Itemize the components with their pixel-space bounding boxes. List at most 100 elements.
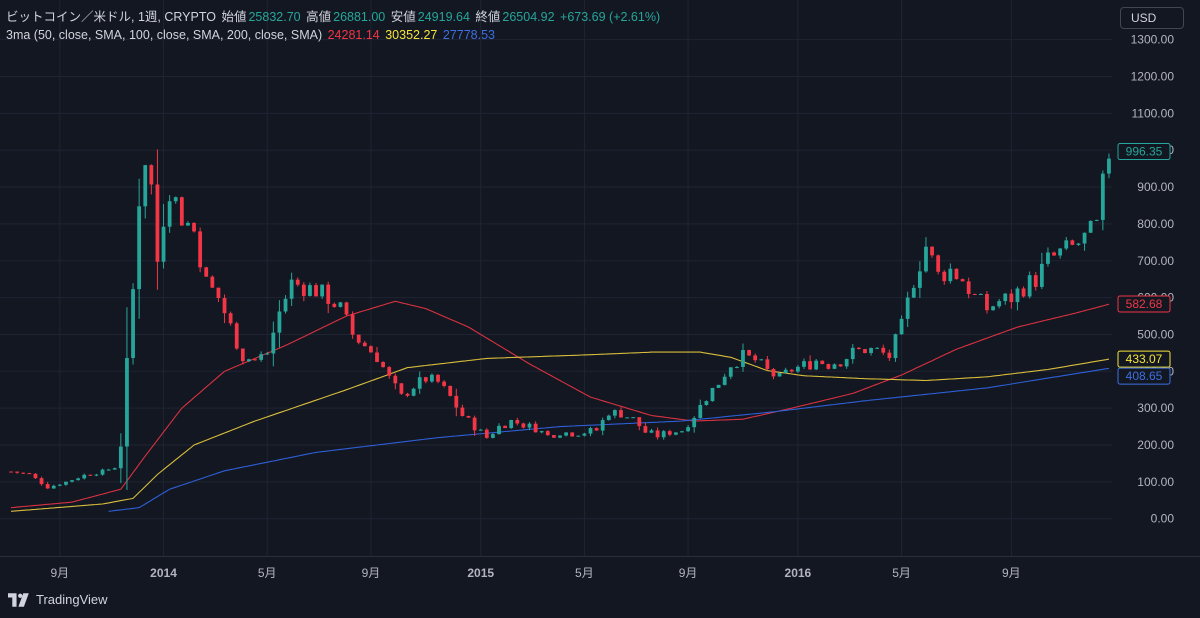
candle-body — [863, 349, 867, 354]
candle-body — [942, 271, 947, 282]
candle-body — [70, 480, 74, 482]
candle-body — [466, 415, 471, 418]
price-tag-box — [1117, 350, 1171, 368]
candle-body — [216, 287, 221, 299]
price-tick-label: 800.00 — [1137, 217, 1174, 231]
candle-body — [478, 429, 483, 431]
candle-body — [1100, 173, 1105, 220]
candle-body — [1064, 240, 1069, 249]
tradingview-logo-icon — [8, 592, 29, 607]
candle-body — [161, 226, 166, 262]
price-tag-ma100: 433.07 — [1126, 352, 1163, 366]
candle-body — [100, 469, 105, 475]
candle-body — [76, 478, 81, 481]
price-tag-close: 996.35 — [1126, 145, 1163, 159]
candle-body — [826, 364, 831, 369]
candle-body — [558, 435, 562, 438]
candle-body — [747, 350, 751, 356]
candle-body — [198, 231, 203, 268]
candle-body — [1052, 252, 1056, 256]
candle-body — [9, 471, 13, 473]
candle-body — [15, 471, 20, 473]
price-axis: 0.00100.00200.00300.00400.00500.00600.00… — [1131, 33, 1175, 526]
candle-body — [472, 417, 477, 431]
candle-body — [789, 369, 794, 372]
candle-body — [802, 361, 806, 367]
time-tick-label: 5月 — [575, 566, 594, 580]
candle-body — [387, 367, 392, 376]
ma50-line — [10, 300, 1110, 509]
candle-body — [454, 395, 459, 408]
candle-body — [88, 474, 93, 476]
candle-body — [497, 425, 501, 435]
candle-body — [759, 359, 764, 361]
candle-body — [94, 474, 99, 476]
candle-body — [320, 284, 325, 297]
time-axis: 9月 2014 5月 9月 2015 5月 9月 2016 5月 9月 — [0, 556, 1200, 580]
candle-body — [765, 359, 770, 369]
candle-body — [722, 376, 727, 385]
candle-body — [741, 350, 745, 367]
time-tick-label: 9月 — [51, 566, 70, 580]
candle-body — [777, 372, 782, 377]
candle-body — [222, 298, 227, 314]
candle-body — [1027, 275, 1032, 297]
indicator-legend[interactable]: 3ma (50, close, SMA, 100, close, SMA, 20… — [6, 27, 497, 43]
currency-button[interactable]: USD — [1120, 7, 1184, 29]
candle-body — [905, 297, 910, 319]
candle-body — [149, 165, 154, 185]
candle-body — [564, 432, 568, 436]
candle-body — [247, 359, 251, 362]
price-tick-label: 300.00 — [1137, 401, 1174, 415]
price-tag-ma200: 408.65 — [1126, 369, 1163, 383]
candle-body — [545, 431, 550, 436]
high-label: 高値 — [306, 10, 332, 24]
candle-body — [57, 484, 62, 486]
candle-body — [527, 423, 532, 428]
candle-body — [1046, 252, 1050, 264]
candle-body — [491, 434, 495, 438]
candle-body — [173, 197, 178, 202]
ma200-value: 27778.53 — [442, 28, 495, 42]
ma100-line — [10, 351, 1110, 512]
candle-body — [1003, 293, 1008, 302]
candle-body — [899, 318, 904, 335]
moving-average-lines — [10, 300, 1110, 512]
open-value: 25832.70 — [248, 10, 301, 24]
candle-body — [924, 246, 928, 272]
symbol-legend: ビットコイン／米ドル, 1週, CRYPTO 始値 25832.70 高値 2688… — [6, 9, 662, 25]
candle-body — [179, 197, 184, 226]
price-tick-label: 1300.00 — [1131, 33, 1175, 47]
candle-body — [521, 423, 526, 428]
candle-body — [948, 268, 953, 282]
candle-body — [844, 359, 849, 367]
candle-body — [82, 474, 87, 479]
candle-body — [423, 377, 428, 382]
candle-body — [972, 294, 977, 296]
candle-body — [295, 279, 300, 285]
price-tag-ma50: 582.68 — [1126, 297, 1163, 311]
candle-body — [503, 425, 507, 429]
candle-body — [753, 355, 758, 361]
footer-branding[interactable]: TradingView — [8, 592, 108, 607]
candle-body — [643, 426, 648, 433]
low-value: 24919.64 — [417, 10, 470, 24]
candle-body — [1039, 263, 1044, 287]
candle-body — [637, 417, 642, 427]
candle-body — [344, 302, 349, 315]
candle-body — [21, 472, 26, 474]
brand-name: TradingView — [36, 592, 108, 607]
open-label: 始値 — [221, 10, 247, 24]
candle-body — [167, 201, 172, 227]
candle-body — [698, 404, 703, 418]
symbol-title: ビットコイン／米ドル, 1週, CRYPTO — [6, 10, 216, 24]
candle-body — [186, 222, 190, 226]
candle-body — [820, 360, 825, 365]
candle-body — [1094, 219, 1099, 221]
price-tick-label: 900.00 — [1137, 180, 1174, 194]
price-tag-box — [1117, 295, 1171, 313]
candle-body — [192, 222, 196, 232]
candle-body — [405, 393, 410, 396]
candle-body — [484, 429, 489, 438]
